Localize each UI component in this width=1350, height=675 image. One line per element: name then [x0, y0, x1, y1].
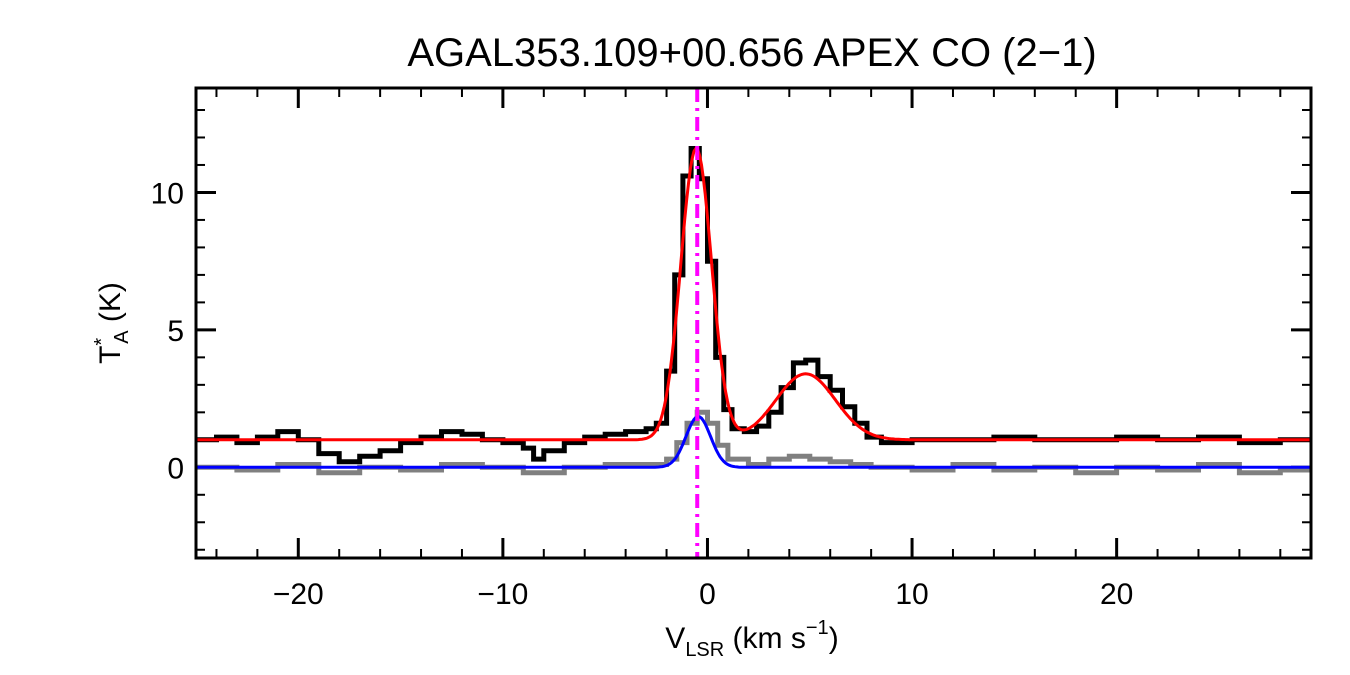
x-tick-label: −20: [273, 578, 324, 611]
y-tick-label: 10: [151, 177, 184, 210]
axis-ticks: −20 −10 0 10 20 0 5 10: [151, 88, 1311, 611]
x-axis-label-end: ): [829, 622, 839, 655]
y-axis-label-rest: (K): [94, 282, 127, 330]
y-tick-label: 0: [167, 452, 184, 485]
fit-blue-line: [196, 414, 1311, 469]
y-axis-label-sub: A: [111, 330, 133, 344]
x-axis-label-rest: (km s: [724, 622, 806, 655]
chart-title: AGAL353.109+00.656 APEX CO (2−1): [407, 31, 1096, 75]
x-axis-label-sub: LSR: [685, 639, 724, 661]
x-tick-label: −10: [477, 578, 528, 611]
spectrum-gray-line: [196, 409, 1311, 476]
spectrum-black-line: [196, 146, 1311, 465]
x-tick-label: 20: [1100, 578, 1133, 611]
plot-area: [196, 88, 1311, 558]
x-axis-label-main: V: [665, 622, 685, 655]
y-axis-label: T*A (K): [91, 282, 133, 364]
x-axis-label: VLSR (km s−1): [665, 617, 838, 661]
x-axis-label-sup: −1: [806, 617, 829, 639]
fit-red-line: [196, 146, 1311, 442]
y-axis-label-main: T: [94, 346, 127, 364]
y-tick-label: 5: [167, 315, 184, 348]
plot-frame: [194, 86, 1313, 560]
x-tick-label: 10: [895, 578, 928, 611]
y-axis-label-sup: *: [91, 338, 113, 346]
x-tick-label: 0: [699, 578, 716, 611]
